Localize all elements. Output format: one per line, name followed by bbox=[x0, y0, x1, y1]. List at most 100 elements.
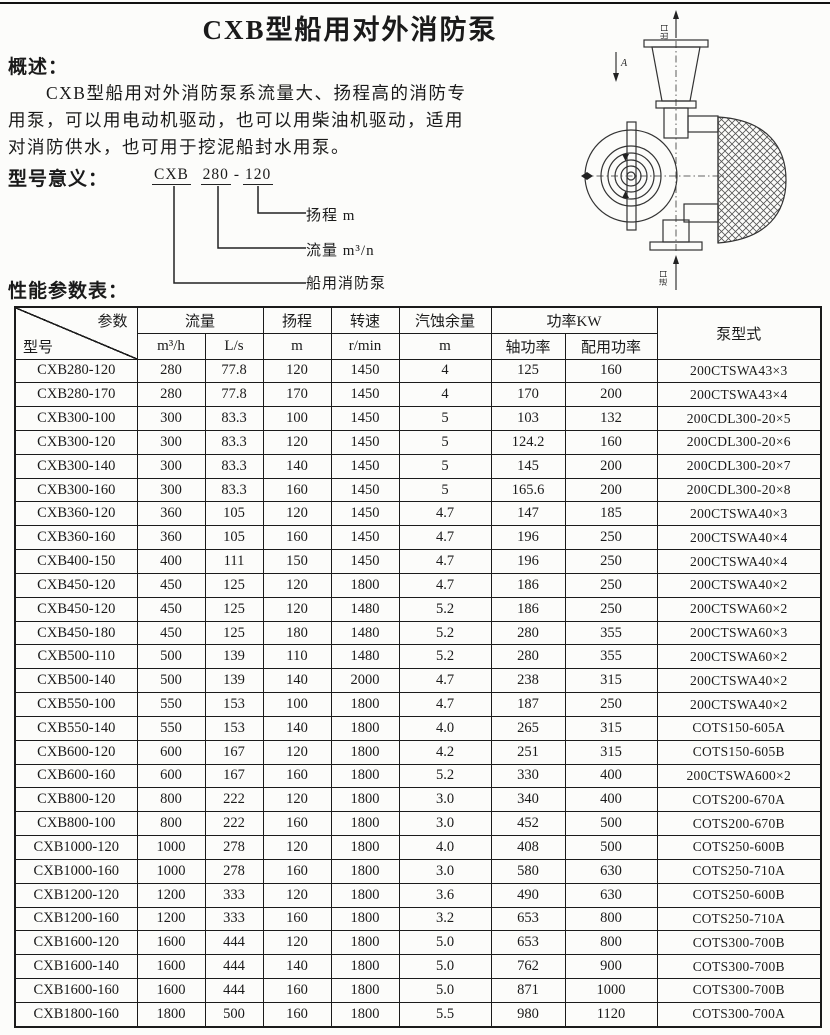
cell-npsh: 5.2 bbox=[398, 596, 492, 622]
cell-head: 160 bbox=[262, 525, 332, 551]
cell-flow-m3h: 1200 bbox=[136, 882, 206, 908]
cell-model: CXB800-100 bbox=[14, 811, 138, 837]
cell-head: 140 bbox=[262, 954, 332, 980]
header-flow-m3h: m³/h bbox=[136, 332, 206, 360]
cell-flow-m3h: 360 bbox=[136, 525, 206, 551]
cell-pump-type: COTS250-600B bbox=[656, 835, 822, 860]
cell-pump-type: COTS300-700A bbox=[656, 1001, 822, 1028]
cell-rated-power: 250 bbox=[564, 596, 658, 622]
cell-rated-power: 400 bbox=[564, 787, 658, 813]
cell-shaft-power: 165.6 bbox=[490, 477, 566, 503]
cell-model: CXB300-140 bbox=[14, 453, 138, 479]
cell-head: 120 bbox=[262, 429, 332, 455]
header-shaft-power: 轴功率 bbox=[490, 332, 566, 360]
cell-pump-type: COTS300-700B bbox=[656, 954, 822, 980]
overview-line: 用泵，可以用电动机驱动，也可以用柴油机驱动，适用 bbox=[8, 110, 464, 130]
cell-head: 120 bbox=[262, 882, 332, 908]
table-row: CXB300-160 300 83.3 160 1450 5 165.6 200 200CDL3… bbox=[14, 477, 822, 503]
cell-flow-m3h: 1800 bbox=[136, 1001, 206, 1028]
cell-flow-ls: 139 bbox=[204, 668, 264, 694]
cell-pump-type: COTS250-600B bbox=[656, 882, 822, 908]
cell-flow-m3h: 300 bbox=[136, 477, 206, 503]
cell-model: CXB500-140 bbox=[14, 668, 138, 694]
cell-head: 160 bbox=[262, 1001, 332, 1028]
cell-npsh: 4 bbox=[398, 358, 492, 384]
cell-flow-ls: 83.3 bbox=[204, 453, 264, 479]
cell-head: 180 bbox=[262, 620, 332, 646]
table-row: CXB600-160 600 167 160 1800 5.2 330 400 200CTSWA… bbox=[14, 763, 822, 789]
cell-speed: 1800 bbox=[330, 882, 400, 908]
cell-model: CXB450-180 bbox=[14, 620, 138, 646]
table-row: CXB450-180 450 125 180 1480 5.2 280 355 200CTSWA… bbox=[14, 620, 822, 646]
cell-model: CXB1600-120 bbox=[14, 930, 138, 956]
cell-shaft-power: 452 bbox=[490, 811, 566, 837]
performance-table-heading: 性能参数表： bbox=[8, 281, 129, 302]
cell-pump-type: 200CDL300-20×5 bbox=[656, 406, 822, 431]
cell-speed: 1450 bbox=[330, 477, 400, 503]
cell-rated-power: 800 bbox=[564, 906, 658, 932]
cell-rated-power: 250 bbox=[564, 525, 658, 551]
header-pump-type: 泵型式 bbox=[656, 306, 822, 360]
table-row: CXB300-100 300 83.3 100 1450 5 103 132 200CDL300… bbox=[14, 406, 822, 431]
cell-flow-m3h: 300 bbox=[136, 406, 206, 431]
cell-model: CXB800-120 bbox=[14, 787, 138, 813]
cell-flow-ls: 222 bbox=[204, 787, 264, 813]
cell-shaft-power: 124.2 bbox=[490, 429, 566, 455]
table-row: CXB450-120 450 125 120 1800 4.7 186 250 200CTSWA… bbox=[14, 572, 822, 598]
cell-pump-type: 200CTSWA60×2 bbox=[656, 644, 822, 670]
cell-npsh: 5.5 bbox=[398, 1001, 492, 1028]
cell-shaft-power: 490 bbox=[490, 882, 566, 908]
table-row: CXB1000-160 1000 278 160 1800 3.0 580 630 COTS25… bbox=[14, 858, 822, 884]
overview-line: 对消防供水，也可用于挖泥船封水用泵。 bbox=[8, 137, 350, 157]
cell-flow-ls: 278 bbox=[204, 858, 264, 884]
cell-flow-ls: 83.3 bbox=[204, 429, 264, 455]
table-body: CXB280-120 280 77.8 120 1450 4 125 160 200CTSWA4… bbox=[14, 358, 822, 1028]
cell-flow-m3h: 450 bbox=[136, 596, 206, 622]
cell-pump-type: 200CTSWA40×4 bbox=[656, 525, 822, 551]
header-speed: 转速 bbox=[330, 306, 400, 334]
cell-model: CXB400-150 bbox=[14, 549, 138, 574]
table-row: CXB600-120 600 167 120 1800 4.2 251 315 COTS150-… bbox=[14, 739, 822, 765]
cell-speed: 1800 bbox=[330, 715, 400, 741]
header-speed-unit: r/min bbox=[330, 332, 400, 360]
cell-rated-power: 630 bbox=[564, 882, 658, 908]
cell-flow-ls: 444 bbox=[204, 930, 264, 956]
cell-flow-ls: 139 bbox=[204, 644, 264, 670]
table-row: CXB800-120 800 222 120 1800 3.0 340 400 COTS200-… bbox=[14, 787, 822, 813]
cell-model: CXB1600-140 bbox=[14, 954, 138, 980]
cell-flow-ls: 153 bbox=[204, 692, 264, 717]
cell-speed: 1800 bbox=[330, 572, 400, 598]
cell-shaft-power: 196 bbox=[490, 549, 566, 574]
cell-flow-m3h: 280 bbox=[136, 382, 206, 408]
cell-pump-type: COTS250-710A bbox=[656, 906, 822, 932]
cell-npsh: 5.0 bbox=[398, 978, 492, 1003]
table-row: CXB280-170 280 77.8 170 1450 4 170 200 200CTSWA4… bbox=[14, 382, 822, 408]
cell-rated-power: 630 bbox=[564, 858, 658, 884]
cell-flow-ls: 444 bbox=[204, 954, 264, 980]
cell-npsh: 3.0 bbox=[398, 787, 492, 813]
cell-rated-power: 250 bbox=[564, 572, 658, 598]
cell-npsh: 5.0 bbox=[398, 954, 492, 980]
table-row: CXB1200-160 1200 333 160 1800 3.2 653 800 COTS25… bbox=[14, 906, 822, 932]
cell-head: 120 bbox=[262, 739, 332, 765]
cell-npsh: 4.0 bbox=[398, 835, 492, 860]
cell-npsh: 5 bbox=[398, 406, 492, 431]
cell-speed: 1450 bbox=[330, 382, 400, 408]
table-row: CXB300-120 300 83.3 120 1450 5 124.2 160 200CDL3… bbox=[14, 429, 822, 455]
cell-head: 160 bbox=[262, 811, 332, 837]
callout-pump: 船用消防泵 bbox=[306, 276, 387, 292]
cell-pump-type: 200CTSWA60×3 bbox=[656, 620, 822, 646]
cell-pump-type: 200CTSWA600×2 bbox=[656, 763, 822, 789]
cell-flow-m3h: 450 bbox=[136, 620, 206, 646]
cell-rated-power: 315 bbox=[564, 739, 658, 765]
cell-npsh: 5 bbox=[398, 477, 492, 503]
cell-shaft-power: 330 bbox=[490, 763, 566, 789]
cell-rated-power: 1000 bbox=[564, 978, 658, 1003]
cell-flow-m3h: 800 bbox=[136, 787, 206, 813]
cell-pump-type: 200CTSWA43×3 bbox=[656, 358, 822, 384]
cell-rated-power: 500 bbox=[564, 835, 658, 860]
table-row: CXB280-120 280 77.8 120 1450 4 125 160 200CTSWA4… bbox=[14, 358, 822, 384]
cell-flow-ls: 167 bbox=[204, 739, 264, 765]
cell-flow-m3h: 300 bbox=[136, 453, 206, 479]
cell-head: 120 bbox=[262, 596, 332, 622]
